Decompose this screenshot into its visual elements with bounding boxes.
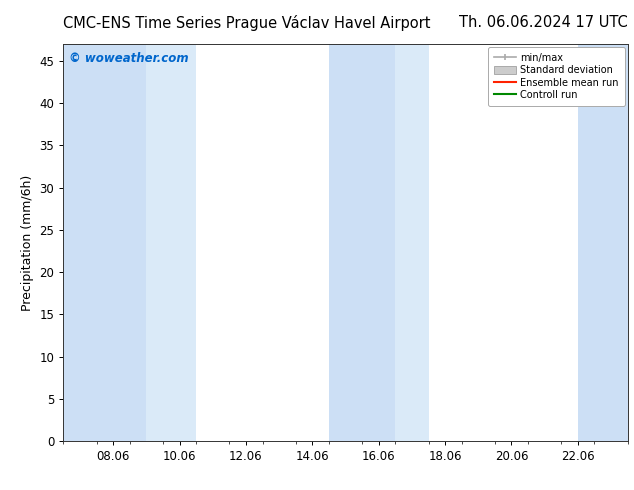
Bar: [396, 44, 429, 441]
Text: © woweather.com: © woweather.com: [69, 52, 189, 65]
Bar: [63, 44, 80, 441]
Bar: [80, 44, 146, 441]
Y-axis label: Precipitation (mm/6h): Precipitation (mm/6h): [21, 174, 34, 311]
Bar: [578, 44, 628, 441]
Text: CMC-ENS Time Series Prague Václav Havel Airport: CMC-ENS Time Series Prague Václav Havel …: [63, 15, 431, 31]
Legend: min/max, Standard deviation, Ensemble mean run, Controll run: min/max, Standard deviation, Ensemble me…: [488, 47, 624, 106]
Bar: [329, 44, 396, 441]
Bar: [146, 44, 196, 441]
Text: Th. 06.06.2024 17 UTC: Th. 06.06.2024 17 UTC: [459, 15, 628, 30]
